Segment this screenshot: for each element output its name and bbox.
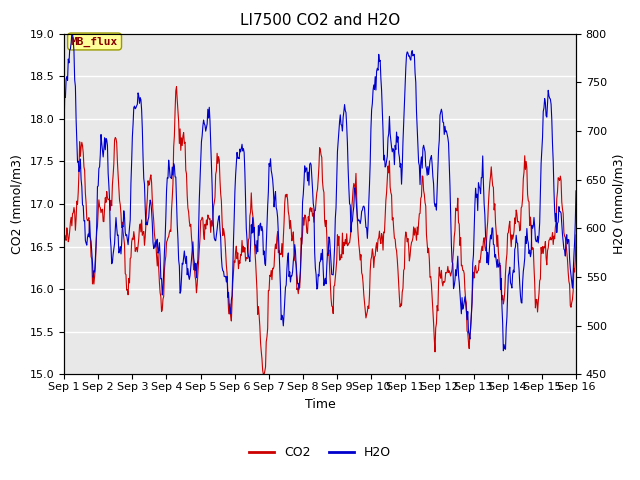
Text: MB_flux: MB_flux (71, 36, 118, 47)
X-axis label: Time: Time (305, 397, 335, 410)
Legend: CO2, H2O: CO2, H2O (244, 441, 396, 464)
Y-axis label: CO2 (mmol/m3): CO2 (mmol/m3) (11, 154, 24, 254)
Y-axis label: H2O (mmol/m3): H2O (mmol/m3) (612, 154, 625, 254)
Title: LI7500 CO2 and H2O: LI7500 CO2 and H2O (240, 13, 400, 28)
